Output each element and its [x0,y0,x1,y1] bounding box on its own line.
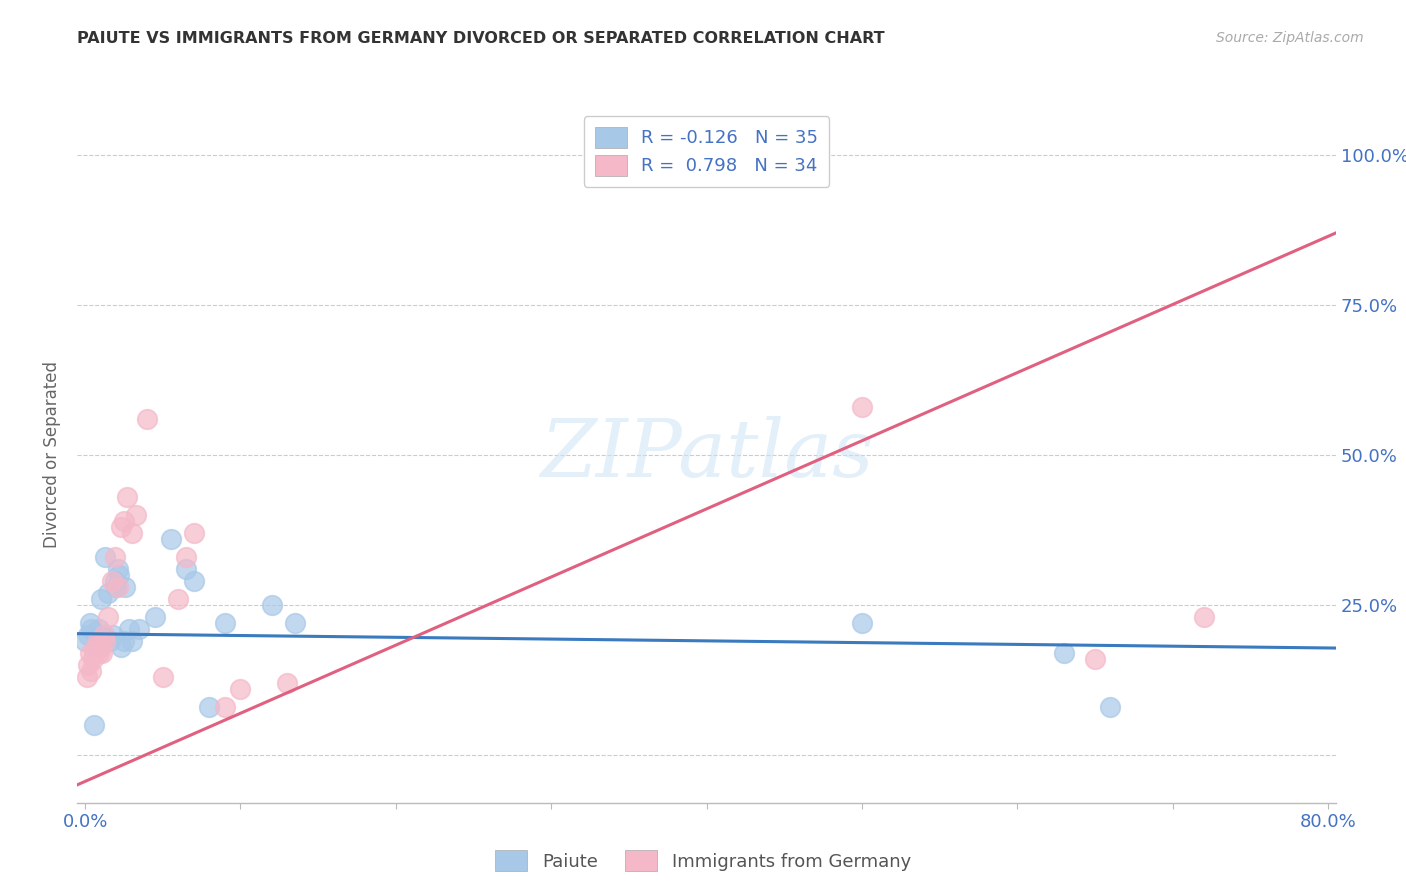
Point [91,633,114,648]
Point [110,520,132,534]
Point [198,699,221,714]
Y-axis label: Divorced or Separated: Divorced or Separated [44,361,62,549]
Point [112,633,135,648]
Point [75,633,97,648]
Point [128,622,150,636]
Point [101,628,124,642]
Point [1084,652,1107,666]
Point [1053,646,1076,660]
Point [107,562,129,576]
Point [183,574,205,588]
Point [77,628,100,642]
Legend: R = -0.126   N = 35, R =  0.798   N = 34: R = -0.126 N = 35, R = 0.798 N = 34 [583,116,830,186]
Point [125,508,148,522]
Point [97,586,120,600]
Point [80,664,103,678]
Point [105,580,128,594]
Point [112,514,135,528]
Legend: Paiute, Immigrants from Germany: Paiute, Immigrants from Germany [488,843,918,879]
Point [76,670,98,684]
Point [159,532,181,546]
Point [121,633,143,648]
Point [77,657,100,672]
Point [86,640,108,654]
Point [93,628,115,642]
Point [229,681,252,696]
Point [83,718,105,732]
Point [114,580,136,594]
Point [851,615,873,630]
Point [104,574,127,588]
Point [97,610,120,624]
Point [94,549,117,564]
Point [86,633,108,648]
Point [91,646,114,660]
Point [167,591,190,606]
Point [100,574,122,588]
Point [110,640,132,654]
Point [214,615,236,630]
Point [94,633,117,648]
Point [90,640,112,654]
Point [82,652,104,666]
Point [1099,699,1122,714]
Point [851,400,873,414]
Point [107,580,129,594]
Point [284,615,307,630]
Text: ZIPatlas: ZIPatlas [540,417,873,493]
Point [87,622,110,636]
Point [98,633,121,648]
Point [93,628,115,642]
Point [183,525,205,540]
Point [260,598,283,612]
Point [90,591,112,606]
Point [87,646,110,660]
Text: PAIUTE VS IMMIGRANTS FROM GERMANY DIVORCED OR SEPARATED CORRELATION CHART: PAIUTE VS IMMIGRANTS FROM GERMANY DIVORC… [77,31,884,46]
Point [143,610,166,624]
Point [617,166,640,180]
Point [214,699,236,714]
Point [152,670,174,684]
Point [174,562,197,576]
Point [80,622,103,636]
Point [115,490,138,504]
Point [174,549,197,564]
Point [276,676,298,690]
Point [79,615,101,630]
Point [121,525,143,540]
Text: Source: ZipAtlas.com: Source: ZipAtlas.com [1216,31,1364,45]
Point [108,567,131,582]
Point [84,640,107,654]
Point [117,622,139,636]
Point [104,549,127,564]
Point [83,646,105,660]
Point [79,646,101,660]
Point [1192,610,1215,624]
Point [136,412,159,426]
